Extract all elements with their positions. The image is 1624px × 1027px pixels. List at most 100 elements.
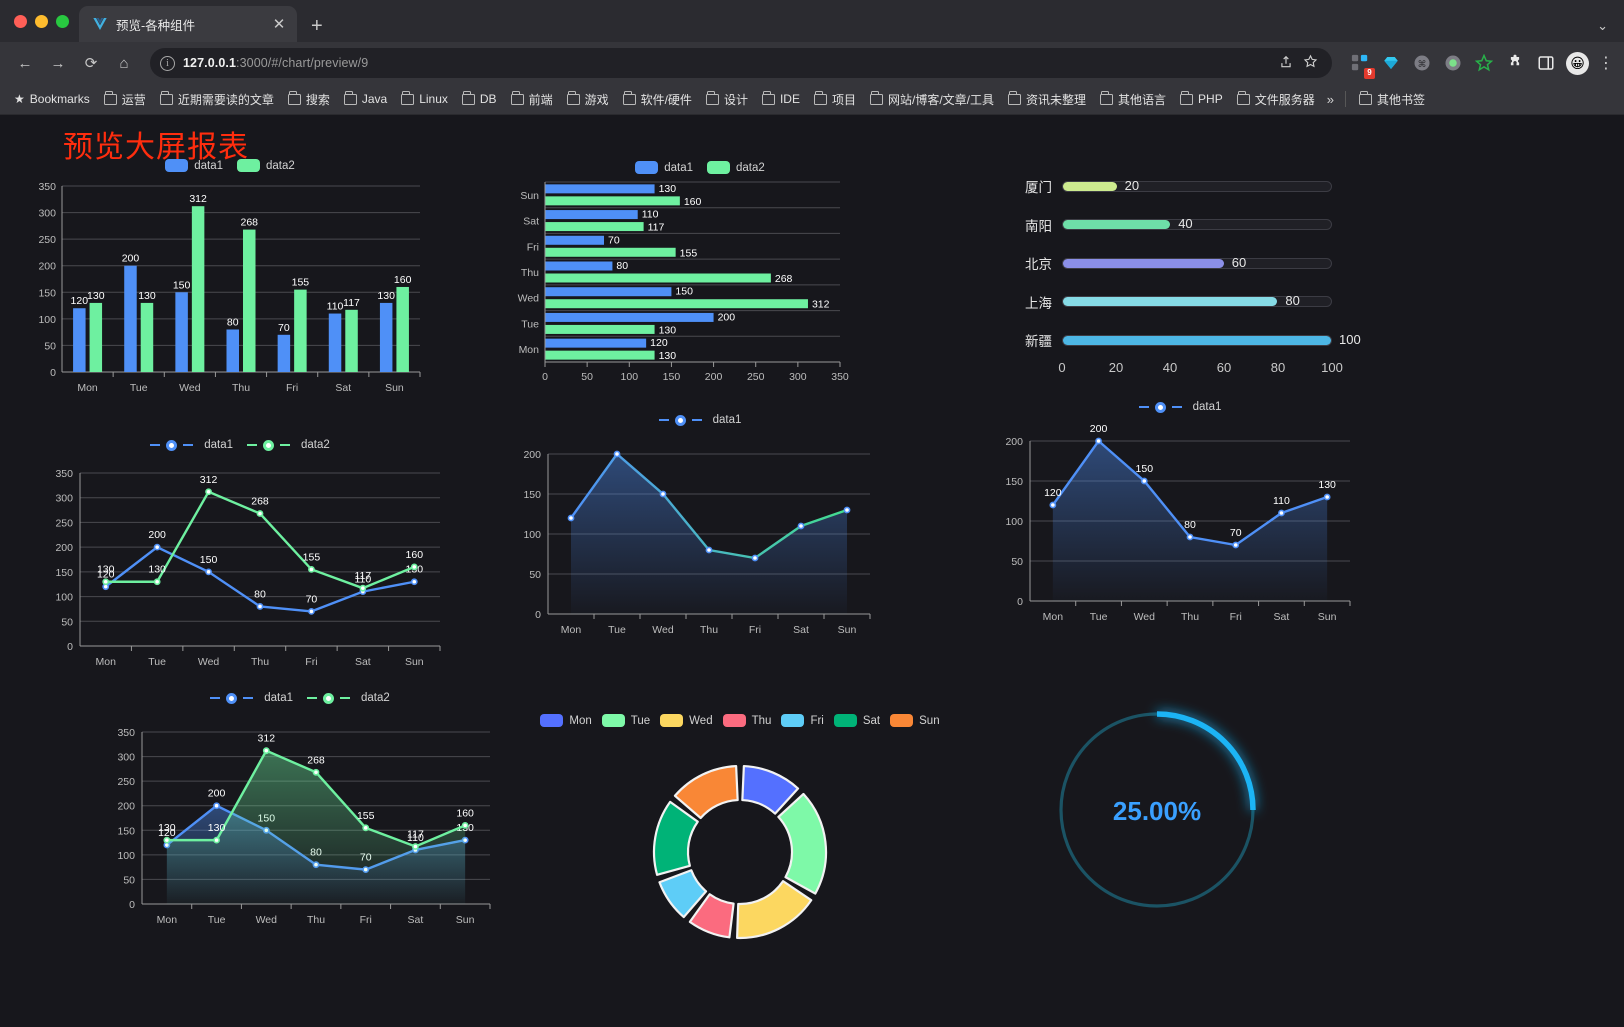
browser-menu-icon[interactable]: ⋮ [1598,55,1614,72]
pie-slice[interactable] [688,893,735,939]
legend-item[interactable]: Tue [601,714,650,727]
sidepanel-icon[interactable] [1535,52,1557,74]
chart-text: 160 [684,196,702,208]
profile-avatar[interactable]: 😀 [1566,51,1589,75]
pie-slice[interactable] [652,800,699,876]
bookmark-folder[interactable]: Linux [395,89,454,109]
legend-item[interactable]: data2 [237,159,295,172]
legend-item[interactable]: Thu [722,714,771,727]
puzzle-icon[interactable] [1504,52,1526,74]
legend-item[interactable]: data2 [307,692,390,704]
bookmark-folder[interactable]: 近期需要读的文章 [154,88,280,111]
legend-item[interactable]: Fri [781,714,824,727]
other-bookmarks-folder[interactable]: 其他书签 [1353,88,1431,111]
chart-text: 110 [407,832,424,844]
bar [545,261,613,271]
legend-swatch [722,714,746,727]
forward-button[interactable]: → [50,54,66,72]
bar [545,196,680,206]
close-window-button[interactable] [14,14,27,28]
bookmark-folder[interactable]: 资讯未整理 [1002,88,1092,111]
bookmark-folder[interactable]: Java [338,89,393,109]
chart-text: 150 [675,286,693,298]
tab-strip: 预览-各种组件 ✕ + ⌄ [0,0,1624,42]
bookmark-folder[interactable]: DB [456,89,503,109]
url-path: :3000/#/chart/preview/9 [236,56,369,70]
new-tab-button[interactable]: + [311,15,323,37]
green-circle-icon[interactable] [1442,52,1464,74]
omnibox-actions [1279,54,1322,72]
bookmark-folder[interactable]: 项目 [808,88,862,111]
home-button[interactable]: ⌂ [119,54,129,72]
legend-line [150,443,161,447]
legend-label: data2 [301,439,330,451]
site-info-icon[interactable]: i [160,55,175,71]
legend-item[interactable]: Sat [833,714,880,727]
chart-text: 80 [1184,519,1196,531]
maximize-window-button[interactable] [56,14,69,28]
legend-item[interactable]: data1 [635,161,693,174]
extensions-grid-icon[interactable]: 9 [1349,52,1375,79]
bookmark-manager-button[interactable]: ★ Bookmarks [8,89,96,109]
legend-swatch [635,161,659,174]
browser-tab[interactable]: 预览-各种组件 ✕ [79,6,297,42]
pie-slice[interactable] [741,764,800,815]
legend-swatch [707,161,730,174]
bookmark-folder[interactable]: 文件服务器 [1231,88,1321,111]
legend-item[interactable]: data1 [165,159,223,172]
legend-item[interactable]: data1 [658,414,741,426]
chart-text: 268 [307,754,325,766]
star-outline-icon[interactable] [1473,52,1495,74]
legend-item[interactable]: data2 [707,161,765,174]
bookmark-folder[interactable]: 运营 [98,88,152,111]
chart-text: 80 [227,316,239,328]
share-icon[interactable] [1279,55,1293,72]
bar [243,229,256,372]
legend-item[interactable]: data1 [210,692,293,704]
chart-text: 250 [55,517,73,529]
gauge-arc [1156,711,1256,811]
legend-item[interactable]: Mon [540,714,592,727]
legend-item[interactable]: Wed [660,714,713,727]
pie-slice[interactable] [658,869,708,919]
chart-text: Wed [518,293,540,305]
data-point [153,543,161,551]
bookmark-folder[interactable]: 游戏 [561,88,615,111]
bookmark-folder[interactable]: 网站/博客/文章/工具 [864,88,1000,111]
bookmarks-overflow-button[interactable]: » [1326,91,1334,107]
chart-legend: data1 [500,414,900,426]
bookmark-folder[interactable]: 设计 [700,88,754,111]
reload-button[interactable]: ⟳ [84,55,98,72]
close-tab-button[interactable]: ✕ [272,15,286,33]
legend-item[interactable]: Sun [890,714,940,727]
chart-text: Thu [307,914,325,926]
address-bar[interactable]: i 127.0.0.1:3000/#/chart/preview/9 [150,48,1332,78]
legend-item[interactable]: data1 [1138,401,1221,413]
pie-slice[interactable] [736,880,813,940]
back-button[interactable]: ← [17,54,33,72]
bookmark-folder[interactable]: 其他语言 [1094,88,1172,111]
data-point [213,802,220,810]
data-point [262,747,270,755]
tab-search-chevron-down-icon[interactable]: ⌄ [1597,18,1608,33]
folder-icon [401,91,415,105]
bookmark-folder[interactable]: PHP [1174,89,1229,109]
bookmark-folder[interactable]: 软件/硬件 [617,88,698,111]
pie-slice[interactable] [673,764,739,820]
diamond-icon[interactable] [1380,52,1402,74]
legend-swatch [601,714,625,727]
bookmark-folder[interactable]: 前端 [505,88,559,111]
bookmark-folder[interactable]: IDE [756,89,806,109]
folder-icon [705,91,719,105]
bookmark-label: 搜索 [305,92,330,107]
pie-slice[interactable] [777,792,828,895]
legend-label: data1 [264,692,293,704]
legend-item[interactable]: data1 [150,439,233,451]
bookmark-star-icon[interactable] [1303,54,1318,72]
legend-item[interactable]: data2 [247,439,330,451]
bookmark-folder[interactable]: 搜索 [282,88,336,111]
command-icon[interactable]: ⌘ [1411,52,1433,74]
folder-icon [461,91,475,105]
chart-text: Mon [95,656,116,668]
minimize-window-button[interactable] [35,14,48,28]
